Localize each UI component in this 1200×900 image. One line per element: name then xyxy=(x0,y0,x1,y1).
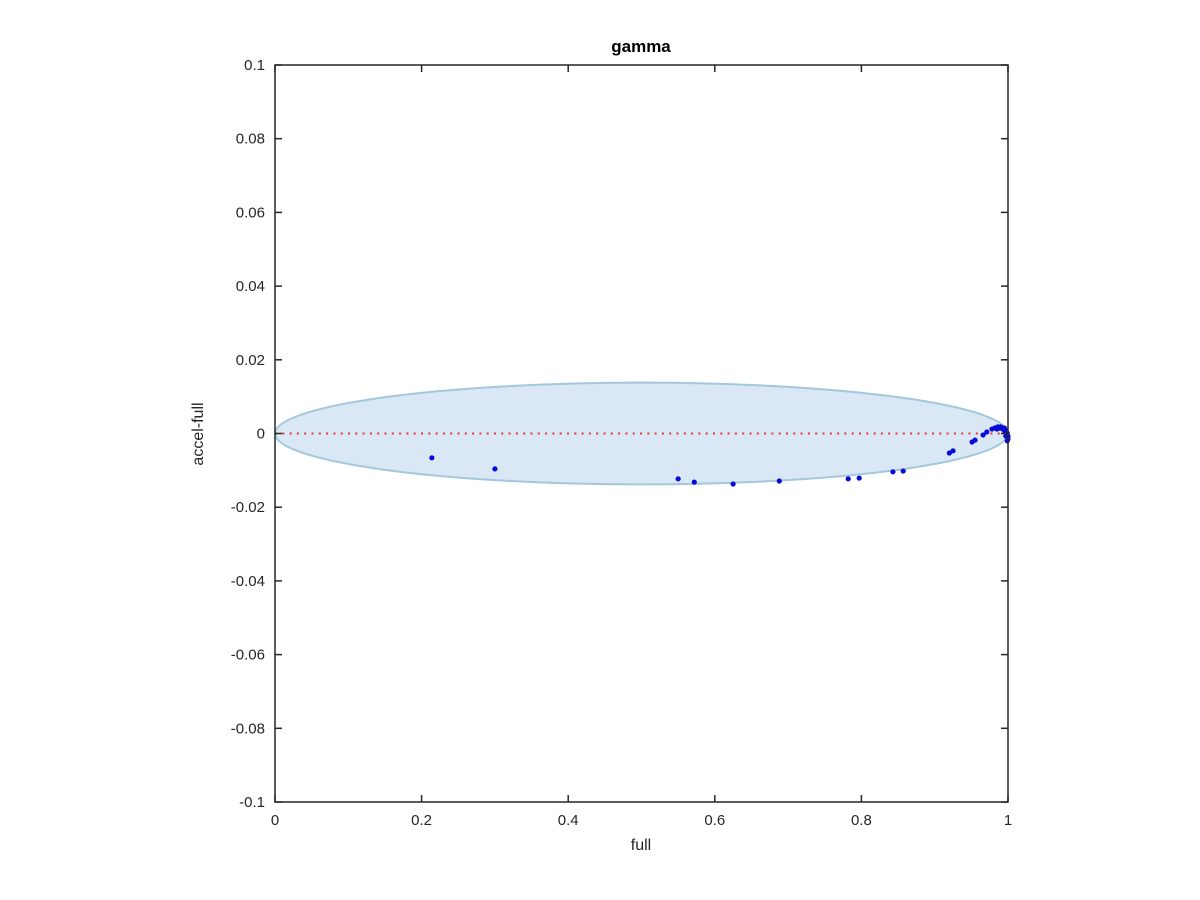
y-tick-label: -0.04 xyxy=(231,573,265,590)
scatter-series xyxy=(429,424,1011,487)
x-tick-label: 0 xyxy=(271,812,279,829)
y-tick-label: 0.06 xyxy=(236,204,265,221)
x-tick-label: 0.2 xyxy=(411,812,432,829)
y-tick-label: 0.04 xyxy=(236,278,265,295)
x-axis-label: full xyxy=(631,837,651,854)
y-tick-label: 0.08 xyxy=(236,131,265,148)
data-point xyxy=(429,455,435,461)
data-point xyxy=(980,432,986,438)
y-tick-label: -0.02 xyxy=(231,499,265,516)
y-tick-label: 0 xyxy=(257,426,265,443)
y-tick-label: -0.08 xyxy=(231,720,265,737)
x-tick-label: 0.6 xyxy=(704,812,725,829)
data-point xyxy=(856,475,862,481)
y-tick-label: 0.02 xyxy=(236,352,265,369)
x-tick-label: 1 xyxy=(1004,812,1012,829)
data-point xyxy=(675,476,681,482)
plot-area xyxy=(274,381,1011,487)
data-point xyxy=(950,448,956,454)
data-point xyxy=(845,476,851,482)
data-point xyxy=(984,429,990,435)
x-tick-label: 0.8 xyxy=(851,812,872,829)
data-point xyxy=(890,469,896,475)
data-point xyxy=(900,468,906,474)
plot-box: 0 0.2 0.4 0.6 0.8 1 -0.1 -0.08 -0.06 -0.04 -0.02 0 0… xyxy=(231,57,1012,829)
y-tick-label: -0.06 xyxy=(231,647,265,664)
y-tick-label: 0.1 xyxy=(244,57,265,74)
y-tick-label: -0.1 xyxy=(239,794,265,811)
data-point xyxy=(691,479,697,485)
data-point xyxy=(776,478,782,484)
data-point xyxy=(972,437,978,443)
chart-title: gamma xyxy=(611,37,671,56)
y-axis-label: accel-full xyxy=(190,402,207,465)
data-point xyxy=(492,466,498,472)
x-tick-label: 0.4 xyxy=(558,812,579,829)
data-point xyxy=(730,481,736,487)
